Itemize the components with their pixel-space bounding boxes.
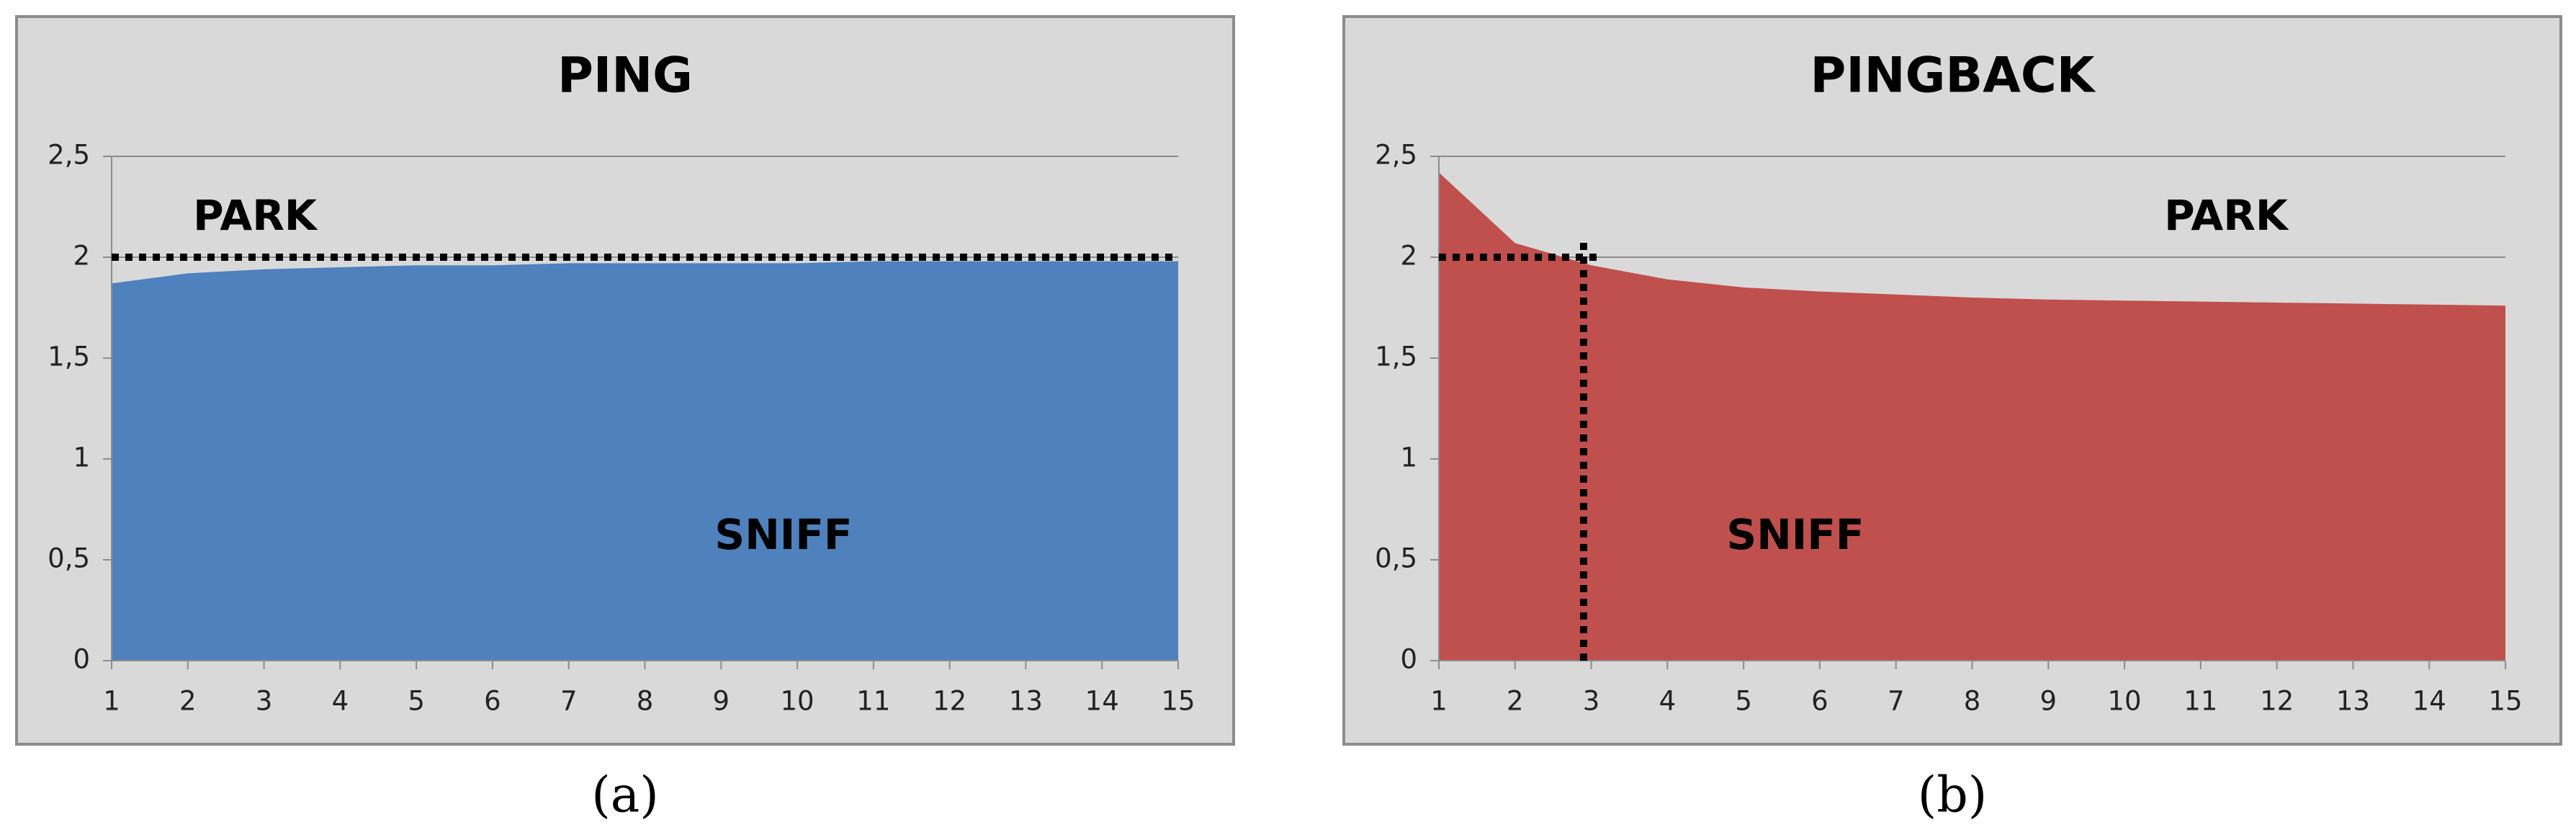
- y-tick-label: 1: [73, 442, 90, 473]
- y-tick-label: 2: [1400, 241, 1417, 272]
- x-tick-label: 11: [856, 686, 890, 717]
- y-tick-label: 0,5: [48, 543, 90, 574]
- y-tick-label: 1: [1400, 442, 1417, 473]
- y-tick-label: 0: [1400, 644, 1417, 675]
- chart-title: PINGBACK: [1810, 48, 2096, 104]
- chart-title: PING: [557, 48, 693, 104]
- x-tick-label: 6: [484, 686, 501, 717]
- y-tick-label: 1,5: [48, 341, 90, 372]
- x-tick-label: 3: [256, 686, 273, 717]
- annotation: SNIFF: [1726, 510, 1864, 559]
- x-tick-label: 12: [933, 686, 966, 717]
- x-tick-label: 1: [1430, 686, 1448, 717]
- x-tick-label: 4: [1659, 686, 1677, 717]
- annotation: PARK: [2164, 191, 2289, 240]
- y-tick-label: 2,5: [48, 140, 90, 171]
- annotation: SNIFF: [714, 510, 852, 559]
- y-tick-label: 0,5: [1375, 543, 1417, 574]
- x-tick-label: 12: [2260, 686, 2294, 717]
- area: [112, 261, 1178, 661]
- x-tick-label: 11: [2184, 686, 2217, 717]
- y-tick-label: 0: [73, 644, 90, 675]
- x-tick-label: 14: [1085, 686, 1119, 717]
- x-tick-label: 3: [1583, 686, 1600, 717]
- x-tick-label: 1: [103, 686, 120, 717]
- x-tick-label: 10: [781, 686, 814, 717]
- annotation: PARK: [193, 191, 318, 240]
- x-tick-label: 5: [408, 686, 425, 717]
- x-tick-label: 13: [1009, 686, 1043, 717]
- x-tick-label: 15: [1161, 686, 1195, 717]
- x-tick-label: 10: [2108, 686, 2142, 717]
- y-tick-label: 2: [73, 241, 90, 272]
- y-tick-label: 1,5: [1375, 341, 1417, 372]
- x-tick-label: 6: [1811, 686, 1828, 717]
- area: [1439, 172, 2505, 661]
- y-tick-label: 2,5: [1375, 140, 1417, 171]
- x-tick-label: 15: [2488, 686, 2522, 717]
- x-tick-label: 14: [2413, 686, 2446, 717]
- caption: (b): [1918, 767, 1988, 824]
- x-tick-label: 8: [637, 686, 654, 717]
- x-tick-label: 7: [1888, 686, 1905, 717]
- x-tick-label: 2: [179, 686, 197, 717]
- x-tick-label: 9: [2040, 686, 2057, 717]
- caption: (a): [591, 767, 659, 824]
- x-tick-label: 2: [1507, 686, 1524, 717]
- x-tick-label: 9: [713, 686, 730, 717]
- x-tick-label: 4: [332, 686, 349, 717]
- x-tick-label: 13: [2336, 686, 2370, 717]
- x-tick-label: 8: [1964, 686, 1981, 717]
- x-tick-label: 7: [560, 686, 578, 717]
- x-tick-label: 5: [1735, 686, 1752, 717]
